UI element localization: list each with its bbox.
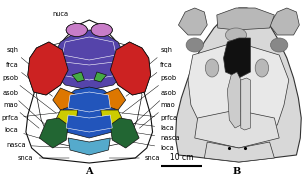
Polygon shape	[110, 118, 139, 148]
Text: psob: psob	[122, 75, 176, 113]
Text: frca: frca	[6, 62, 52, 96]
Text: prfca: prfca	[116, 112, 177, 121]
Ellipse shape	[66, 24, 87, 36]
Text: B: B	[233, 168, 241, 177]
Polygon shape	[188, 42, 289, 130]
Ellipse shape	[255, 59, 269, 77]
Text: psob: psob	[2, 75, 56, 113]
Text: mao: mao	[139, 102, 175, 128]
Text: frca: frca	[126, 62, 173, 96]
Polygon shape	[270, 8, 299, 35]
Polygon shape	[178, 8, 207, 35]
Polygon shape	[28, 42, 68, 95]
Polygon shape	[62, 87, 116, 138]
Polygon shape	[60, 62, 118, 80]
Ellipse shape	[205, 59, 219, 77]
Text: loca: loca	[5, 127, 50, 141]
Polygon shape	[66, 115, 112, 132]
Polygon shape	[104, 88, 126, 110]
Text: nuca: nuca	[52, 11, 77, 24]
Ellipse shape	[225, 28, 247, 42]
Polygon shape	[68, 92, 110, 112]
Polygon shape	[53, 30, 126, 90]
Polygon shape	[110, 42, 151, 95]
Polygon shape	[204, 142, 274, 162]
Ellipse shape	[186, 38, 204, 52]
Text: A: A	[85, 168, 93, 177]
Ellipse shape	[66, 24, 87, 37]
Polygon shape	[101, 110, 124, 130]
Polygon shape	[223, 38, 251, 78]
Polygon shape	[55, 110, 78, 130]
Polygon shape	[53, 88, 75, 110]
Text: asob: asob	[132, 90, 176, 126]
Ellipse shape	[91, 24, 112, 37]
Polygon shape	[94, 72, 107, 82]
Polygon shape	[62, 37, 116, 60]
Polygon shape	[227, 72, 241, 128]
Text: snca: snca	[109, 155, 160, 161]
Polygon shape	[68, 138, 110, 155]
Polygon shape	[110, 42, 151, 95]
Text: sqh: sqh	[147, 47, 172, 66]
Text: sqh: sqh	[6, 47, 31, 66]
Polygon shape	[241, 78, 251, 130]
Polygon shape	[37, 35, 142, 150]
Polygon shape	[28, 42, 68, 95]
Text: asob: asob	[2, 90, 47, 126]
Polygon shape	[195, 110, 279, 148]
Text: loca: loca	[111, 138, 174, 151]
Text: nasca: nasca	[6, 142, 69, 148]
Text: laca: laca	[111, 120, 174, 131]
Polygon shape	[176, 8, 301, 162]
Text: nasca: nasca	[109, 129, 180, 141]
Text: snca: snca	[18, 155, 69, 161]
Ellipse shape	[91, 24, 112, 37]
Text: 10 cm: 10 cm	[170, 153, 193, 162]
Polygon shape	[39, 118, 68, 148]
Ellipse shape	[66, 24, 87, 37]
Polygon shape	[26, 20, 153, 163]
Text: prfca: prfca	[1, 112, 63, 121]
Text: mao: mao	[3, 102, 39, 128]
Ellipse shape	[91, 24, 112, 36]
Ellipse shape	[270, 38, 288, 52]
Polygon shape	[72, 72, 84, 82]
Polygon shape	[217, 8, 274, 30]
